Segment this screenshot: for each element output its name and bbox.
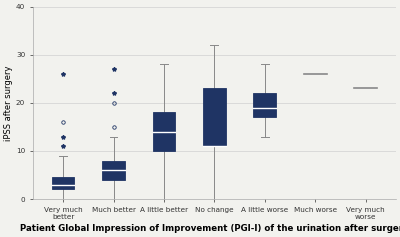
FancyBboxPatch shape [152, 113, 175, 151]
FancyBboxPatch shape [102, 160, 125, 180]
Y-axis label: iPSS after surgery: iPSS after surgery [4, 65, 13, 141]
FancyBboxPatch shape [254, 93, 276, 117]
FancyBboxPatch shape [52, 177, 74, 189]
X-axis label: Patient Global Impression of Improvement (PGI-I) of the urination after surgery: Patient Global Impression of Improvement… [20, 224, 400, 233]
FancyBboxPatch shape [203, 88, 226, 146]
